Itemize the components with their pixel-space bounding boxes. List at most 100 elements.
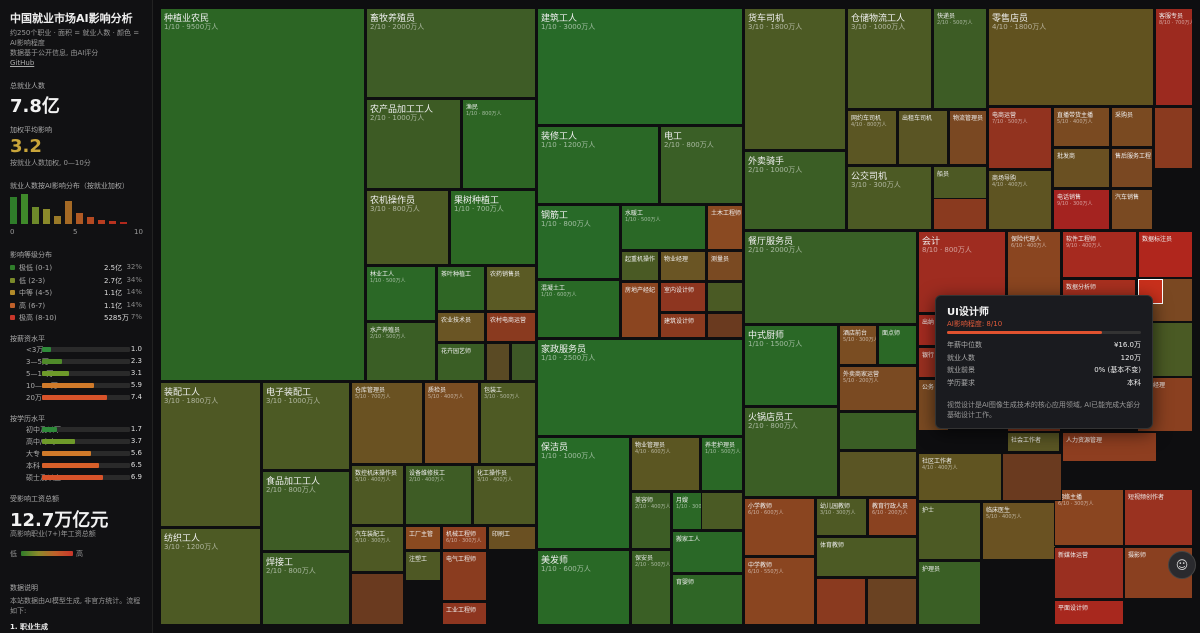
occupation-tile[interactable] bbox=[839, 412, 917, 450]
occupation-tile[interactable]: 外卖商家运营 5/10 · 200万人 bbox=[839, 366, 917, 411]
occupation-tile[interactable]: 包装工 3/10 · 500万人 bbox=[480, 382, 536, 464]
occupation-tile[interactable]: 电子装配工 3/10 · 1000万人 bbox=[262, 382, 350, 470]
occupation-tile[interactable]: 社区工作者 4/10 · 400万人 bbox=[918, 453, 1002, 501]
occupation-tile[interactable]: 网络主播 6/10 · 300万人 bbox=[1054, 489, 1124, 546]
occupation-tile[interactable]: 钢筋工 1/10 · 800万人 bbox=[537, 205, 620, 279]
occupation-tile[interactable]: 畜牧养殖员 2/10 · 2000万人 bbox=[366, 8, 536, 98]
occupation-tile[interactable]: 养老护理员 1/10 · 500万人 bbox=[701, 437, 743, 491]
occupation-tile[interactable]: 保安员 2/10 · 500万人 bbox=[631, 550, 671, 625]
occupation-tile[interactable]: 餐厅服务员 2/10 · 2000万人 bbox=[744, 231, 917, 324]
occupation-tile[interactable]: 水产养殖员 2/10 · 500万人 bbox=[366, 322, 436, 381]
occupation-tile[interactable] bbox=[1002, 453, 1062, 501]
occupation-tile[interactable]: 装修工人 1/10 · 1200万人 bbox=[537, 126, 659, 204]
occupation-tile[interactable]: 种植业农民 1/10 · 9500万人 bbox=[160, 8, 365, 381]
occupation-tile[interactable]: 美容师 2/10 · 400万人 bbox=[631, 492, 671, 549]
occupation-tile[interactable]: 火锅店员工 2/10 · 800万人 bbox=[744, 407, 838, 497]
occupation-tile[interactable]: 装配工人 3/10 · 1800万人 bbox=[160, 382, 261, 527]
occupation-tile[interactable]: 房地产经纪 bbox=[621, 282, 659, 338]
chat-bot-icon[interactable]: ☺ bbox=[1168, 551, 1196, 579]
occupation-tile[interactable]: 软件工程师 9/10 · 400万人 bbox=[1062, 231, 1137, 278]
occupation-tile[interactable]: 化工操作员 3/10 · 400万人 bbox=[473, 465, 536, 525]
occupation-tile[interactable]: 家政服务员 1/10 · 2500万人 bbox=[537, 339, 743, 436]
occupation-tile[interactable]: 面点师 bbox=[878, 325, 917, 365]
occupation-tile[interactable]: 测量员 bbox=[707, 251, 743, 281]
occupation-tile[interactable] bbox=[839, 451, 917, 497]
occupation-tile[interactable]: 渔民 1/10 · 800万人 bbox=[462, 99, 536, 189]
occupation-tile[interactable] bbox=[816, 578, 866, 625]
occupation-tile[interactable]: 搬家工人 bbox=[672, 531, 743, 573]
occupation-tile[interactable] bbox=[701, 492, 743, 530]
occupation-tile[interactable]: 设备维修技工 2/10 · 400万人 bbox=[405, 465, 472, 525]
occupation-tile[interactable]: 印刷工 bbox=[488, 526, 536, 550]
occupation-tile[interactable]: 美发师 1/10 · 600万人 bbox=[537, 550, 630, 625]
occupation-tile[interactable]: 电话销售 9/10 · 300万人 bbox=[1053, 189, 1110, 230]
occupation-tile[interactable]: 社会工作者 bbox=[1007, 432, 1060, 452]
occupation-tile[interactable]: 汽车销售 bbox=[1111, 189, 1153, 230]
occupation-tile[interactable]: 中式厨师 1/10 · 1500万人 bbox=[744, 325, 838, 406]
github-link[interactable]: GitHub bbox=[10, 59, 35, 67]
occupation-tile[interactable] bbox=[511, 343, 536, 381]
occupation-tile[interactable]: 仓储物流工人 3/10 · 1000万人 bbox=[847, 8, 932, 109]
occupation-tile[interactable]: 质检员 5/10 · 400万人 bbox=[424, 382, 479, 464]
occupation-tile[interactable]: 农业技术员 bbox=[437, 312, 485, 342]
occupation-tile[interactable]: 教育行政人员 6/10 · 200万人 bbox=[868, 498, 917, 536]
occupation-tile[interactable]: 农机操作员 3/10 · 800万人 bbox=[366, 190, 449, 265]
occupation-tile[interactable] bbox=[1154, 107, 1193, 169]
occupation-tile[interactable]: 酒店前台 5/10 · 300万人 bbox=[839, 325, 877, 365]
occupation-tile[interactable]: 食品加工工人 2/10 · 800万人 bbox=[262, 471, 350, 551]
occupation-tile[interactable]: 数据标注员 bbox=[1138, 231, 1193, 278]
occupation-tile[interactable]: 混凝土工 1/10 · 600万人 bbox=[537, 280, 620, 338]
occupation-tile[interactable]: 出租车司机 bbox=[898, 110, 948, 165]
occupation-tile[interactable]: 纺织工人 3/10 · 1200万人 bbox=[160, 528, 261, 625]
occupation-tile[interactable]: 室内设计师 bbox=[660, 282, 706, 312]
occupation-tile[interactable]: 起重机操作 bbox=[621, 251, 659, 281]
occupation-tile[interactable]: 外卖骑手 2/10 · 1000万人 bbox=[744, 151, 846, 230]
occupation-tile[interactable]: 直播带货主播 5/10 · 400万人 bbox=[1053, 107, 1110, 147]
occupation-tile[interactable]: 仓库管理员 5/10 · 700万人 bbox=[351, 382, 423, 464]
occupation-tile[interactable]: 农村电商运营 bbox=[486, 312, 536, 342]
occupation-tile[interactable]: 货车司机 3/10 · 1800万人 bbox=[744, 8, 846, 150]
occupation-tile[interactable]: 土木工程师 bbox=[707, 205, 743, 250]
occupation-tile[interactable] bbox=[707, 282, 743, 312]
occupation-tile[interactable]: 体育教师 bbox=[816, 537, 917, 577]
occupation-tile[interactable] bbox=[486, 343, 510, 381]
occupation-tile[interactable]: 临床医生 5/10 · 400万人 bbox=[982, 502, 1056, 560]
occupation-tile[interactable]: 工厂主管 bbox=[405, 526, 441, 550]
occupation-tile[interactable]: 建筑设计师 bbox=[660, 313, 706, 338]
occupation-tile[interactable]: 工业工程师 bbox=[442, 602, 487, 625]
occupation-tile[interactable]: 育婴师 bbox=[672, 574, 743, 625]
occupation-tile[interactable]: 农药销售员 bbox=[486, 266, 536, 311]
occupation-tile[interactable]: 数控机床操作员 3/10 · 400万人 bbox=[351, 465, 404, 525]
occupation-tile[interactable]: 售后服务工程 bbox=[1111, 148, 1153, 188]
occupation-tile[interactable]: 护理员 bbox=[918, 561, 981, 625]
occupation-tile[interactable]: 客服专员 8/10 · 700万人 bbox=[1155, 8, 1193, 106]
occupation-tile[interactable]: 短视频创作者 bbox=[1124, 489, 1193, 546]
occupation-tile[interactable]: 平面设计师 bbox=[1054, 600, 1124, 625]
occupation-tile[interactable] bbox=[707, 313, 743, 338]
occupation-tile[interactable]: 物业管理员 4/10 · 600万人 bbox=[631, 437, 700, 491]
occupation-tile[interactable]: 注塑工 bbox=[405, 551, 441, 581]
occupation-tile[interactable]: 公交司机 3/10 · 300万人 bbox=[847, 166, 932, 230]
occupation-tile[interactable]: 新媒体运营 bbox=[1054, 547, 1124, 599]
occupation-tile[interactable]: 焊接工 2/10 · 800万人 bbox=[262, 552, 350, 625]
occupation-tile[interactable]: 护士 bbox=[918, 502, 981, 560]
occupation-tile[interactable]: 物流管理员 bbox=[949, 110, 987, 165]
occupation-tile[interactable] bbox=[351, 573, 404, 625]
occupation-tile[interactable]: 机械工程师 6/10 · 300万人 bbox=[442, 526, 487, 550]
occupation-tile[interactable]: 商场导购 4/10 · 400万人 bbox=[988, 170, 1052, 230]
occupation-tile[interactable]: 网约车司机 4/10 · 800万人 bbox=[847, 110, 897, 165]
occupation-tile[interactable]: 茶叶种植工 bbox=[437, 266, 485, 311]
occupation-tile[interactable]: 小学教师 6/10 · 600万人 bbox=[744, 498, 815, 556]
occupation-tile[interactable]: 建筑工人 1/10 · 3000万人 bbox=[537, 8, 743, 125]
occupation-tile[interactable] bbox=[867, 578, 917, 625]
occupation-tile[interactable]: 中学教师 6/10 · 550万人 bbox=[744, 557, 815, 625]
occupation-tile[interactable]: 电工 2/10 · 800万人 bbox=[660, 126, 743, 204]
occupation-tile[interactable]: 电气工程师 bbox=[442, 551, 487, 601]
occupation-tile[interactable]: 物业经理 bbox=[660, 251, 706, 281]
occupation-tile[interactable]: 快递员 2/10 · 500万人 bbox=[933, 8, 987, 109]
occupation-tile[interactable]: 批发商 bbox=[1053, 148, 1110, 188]
occupation-tile[interactable]: 采购员 bbox=[1111, 107, 1153, 147]
occupation-tile[interactable]: 林业工人 1/10 · 500万人 bbox=[366, 266, 436, 321]
occupation-tile[interactable]: 保洁员 1/10 · 1000万人 bbox=[537, 437, 630, 549]
occupation-tile[interactable]: 人力资源管理 bbox=[1062, 432, 1157, 462]
